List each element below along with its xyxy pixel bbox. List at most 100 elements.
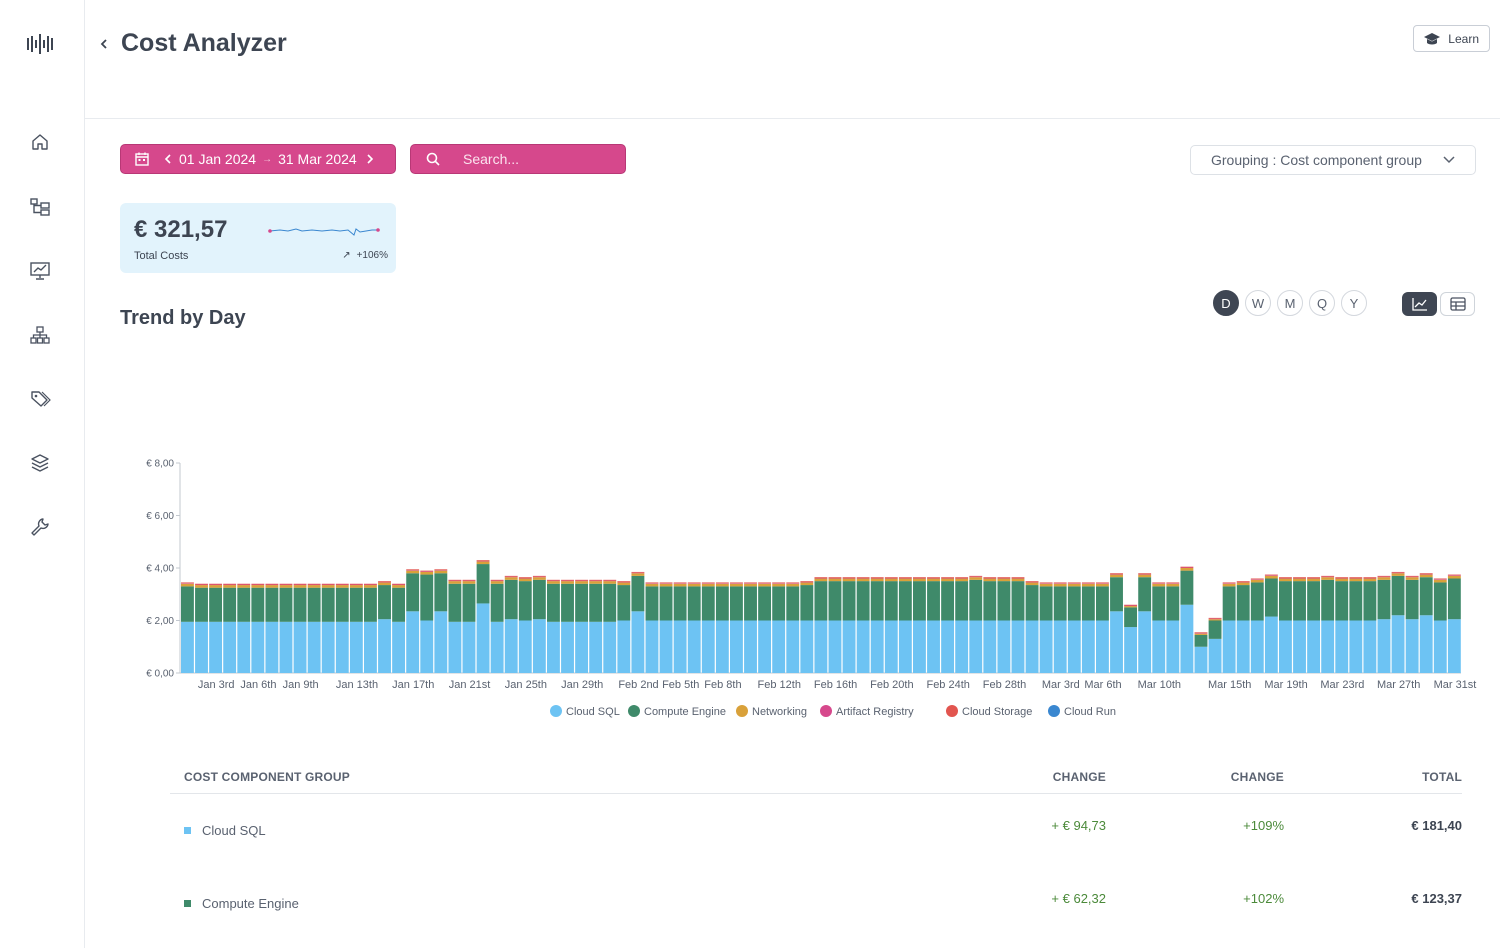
bar-segment[interactable] <box>715 582 729 584</box>
bar-segment[interactable] <box>532 576 546 578</box>
bar-segment[interactable] <box>687 583 701 584</box>
bar-segment[interactable] <box>1110 577 1123 612</box>
bar-segment[interactable] <box>631 572 645 574</box>
bar-segment[interactable] <box>251 583 265 585</box>
bar-segment[interactable] <box>448 583 462 622</box>
bar-segment[interactable] <box>814 577 828 579</box>
bar-segment[interactable] <box>941 578 955 582</box>
bar-segment[interactable] <box>701 582 715 584</box>
bar-segment[interactable] <box>1307 620 1321 674</box>
bar-segment[interactable] <box>265 585 279 588</box>
bar-segment[interactable] <box>307 583 321 585</box>
bar-segment[interactable] <box>1264 575 1278 579</box>
bar-segment[interactable] <box>575 580 589 582</box>
bar-segment[interactable] <box>772 583 786 587</box>
bar-segment[interactable] <box>476 603 490 673</box>
bar-segment[interactable] <box>772 583 786 584</box>
bar-segment[interactable] <box>434 611 448 673</box>
bar-segment[interactable] <box>645 586 659 621</box>
bar-segment[interactable] <box>1025 581 1039 583</box>
bar-segment[interactable] <box>715 586 729 621</box>
bar-segment[interactable] <box>364 587 377 622</box>
bar-segment[interactable] <box>349 584 363 586</box>
bar-segment[interactable] <box>983 620 997 674</box>
bar-segment[interactable] <box>870 578 884 582</box>
bar-segment[interactable] <box>617 582 631 586</box>
bar-segment[interactable] <box>1180 570 1194 605</box>
bar-segment[interactable] <box>870 577 884 579</box>
header-change-pct[interactable]: CHANGE <box>1230 770 1284 784</box>
bar-segment[interactable] <box>251 584 265 586</box>
bar-segment[interactable] <box>1405 579 1419 620</box>
total-costs-card[interactable]: € 321,57 Total Costs ↗ +106% <box>120 203 396 273</box>
bar-segment[interactable] <box>1363 581 1377 621</box>
bar-segment[interactable] <box>687 582 701 584</box>
legend-item[interactable]: Cloud Run <box>1064 706 1116 718</box>
bar-segment[interactable] <box>518 578 532 582</box>
bar-segment[interactable] <box>195 583 208 585</box>
bar-segment[interactable] <box>631 611 645 673</box>
bar-segment[interactable] <box>1053 583 1067 587</box>
bar-segment[interactable] <box>1039 586 1053 621</box>
legend-item[interactable]: Artifact Registry <box>836 706 914 718</box>
bar-segment[interactable] <box>701 583 715 584</box>
bar-segment[interactable] <box>518 577 532 578</box>
table-row[interactable]: Cloud SQL + € 94,73 +109% € 181,40 <box>170 794 1462 867</box>
bar-segment[interactable] <box>1293 577 1306 578</box>
bar-segment[interactable] <box>631 575 645 612</box>
bar-segment[interactable] <box>884 581 898 621</box>
bar-segment[interactable] <box>1250 578 1264 580</box>
bar-segment[interactable] <box>1391 575 1405 616</box>
bar-segment[interactable] <box>265 587 279 622</box>
learn-button[interactable]: Learn <box>1413 25 1490 52</box>
nav-settings[interactable] <box>29 516 51 538</box>
bar-segment[interactable] <box>378 585 391 620</box>
bar-segment[interactable] <box>392 585 406 588</box>
bar-segment[interactable] <box>603 621 617 673</box>
bar-segment[interactable] <box>1081 583 1095 584</box>
bar-segment[interactable] <box>1152 583 1166 587</box>
table-row[interactable]: Compute Engine + € 62,32 +102% € 123,37 <box>170 867 1462 940</box>
bar-segment[interactable] <box>1405 576 1419 578</box>
bar-segment[interactable] <box>1110 611 1123 673</box>
bar-segment[interactable] <box>448 621 462 673</box>
date-start[interactable]: 01 Jan 2024 <box>179 151 257 167</box>
bar-segment[interactable] <box>1250 582 1264 621</box>
bar-segment[interactable] <box>321 621 335 673</box>
bar-segment[interactable] <box>1081 586 1095 621</box>
bar-segment[interactable] <box>856 577 870 579</box>
legend-item[interactable]: Cloud SQL <box>566 706 620 718</box>
bar-segment[interactable] <box>617 581 631 583</box>
bar-segment[interactable] <box>842 581 856 621</box>
bar-segment[interactable] <box>645 583 659 584</box>
bar-segment[interactable] <box>1363 577 1377 579</box>
bar-segment[interactable] <box>1236 582 1250 586</box>
bar-segment[interactable] <box>462 621 476 673</box>
bar-segment[interactable] <box>476 564 490 604</box>
bar-segment[interactable] <box>1250 579 1264 583</box>
bar-segment[interactable] <box>364 584 377 586</box>
bar-segment[interactable] <box>800 585 814 621</box>
bar-segment[interactable] <box>983 581 997 621</box>
bar-segment[interactable] <box>307 585 321 588</box>
bar-segment[interactable] <box>195 587 208 622</box>
bar-segment[interactable] <box>490 621 504 673</box>
bar-segment[interactable] <box>1096 586 1109 621</box>
bar-segment[interactable] <box>349 583 363 585</box>
bar-segment[interactable] <box>279 587 293 622</box>
bar-segment[interactable] <box>547 579 560 581</box>
bar-segment[interactable] <box>1279 620 1292 674</box>
bar-segment[interactable] <box>1307 577 1321 578</box>
bar-segment[interactable] <box>898 577 912 578</box>
bar-segment[interactable] <box>518 620 532 674</box>
bar-segment[interactable] <box>1222 582 1236 584</box>
bar-segment[interactable] <box>476 560 490 561</box>
bar-segment[interactable] <box>842 620 856 674</box>
bar-segment[interactable] <box>1208 617 1222 619</box>
bar-segment[interactable] <box>321 583 335 585</box>
bar-segment[interactable] <box>715 583 729 587</box>
back-button[interactable] <box>97 35 111 53</box>
bar-segment[interactable] <box>547 621 560 673</box>
bar-segment[interactable] <box>1279 577 1292 578</box>
bar-segment[interactable] <box>237 621 251 673</box>
